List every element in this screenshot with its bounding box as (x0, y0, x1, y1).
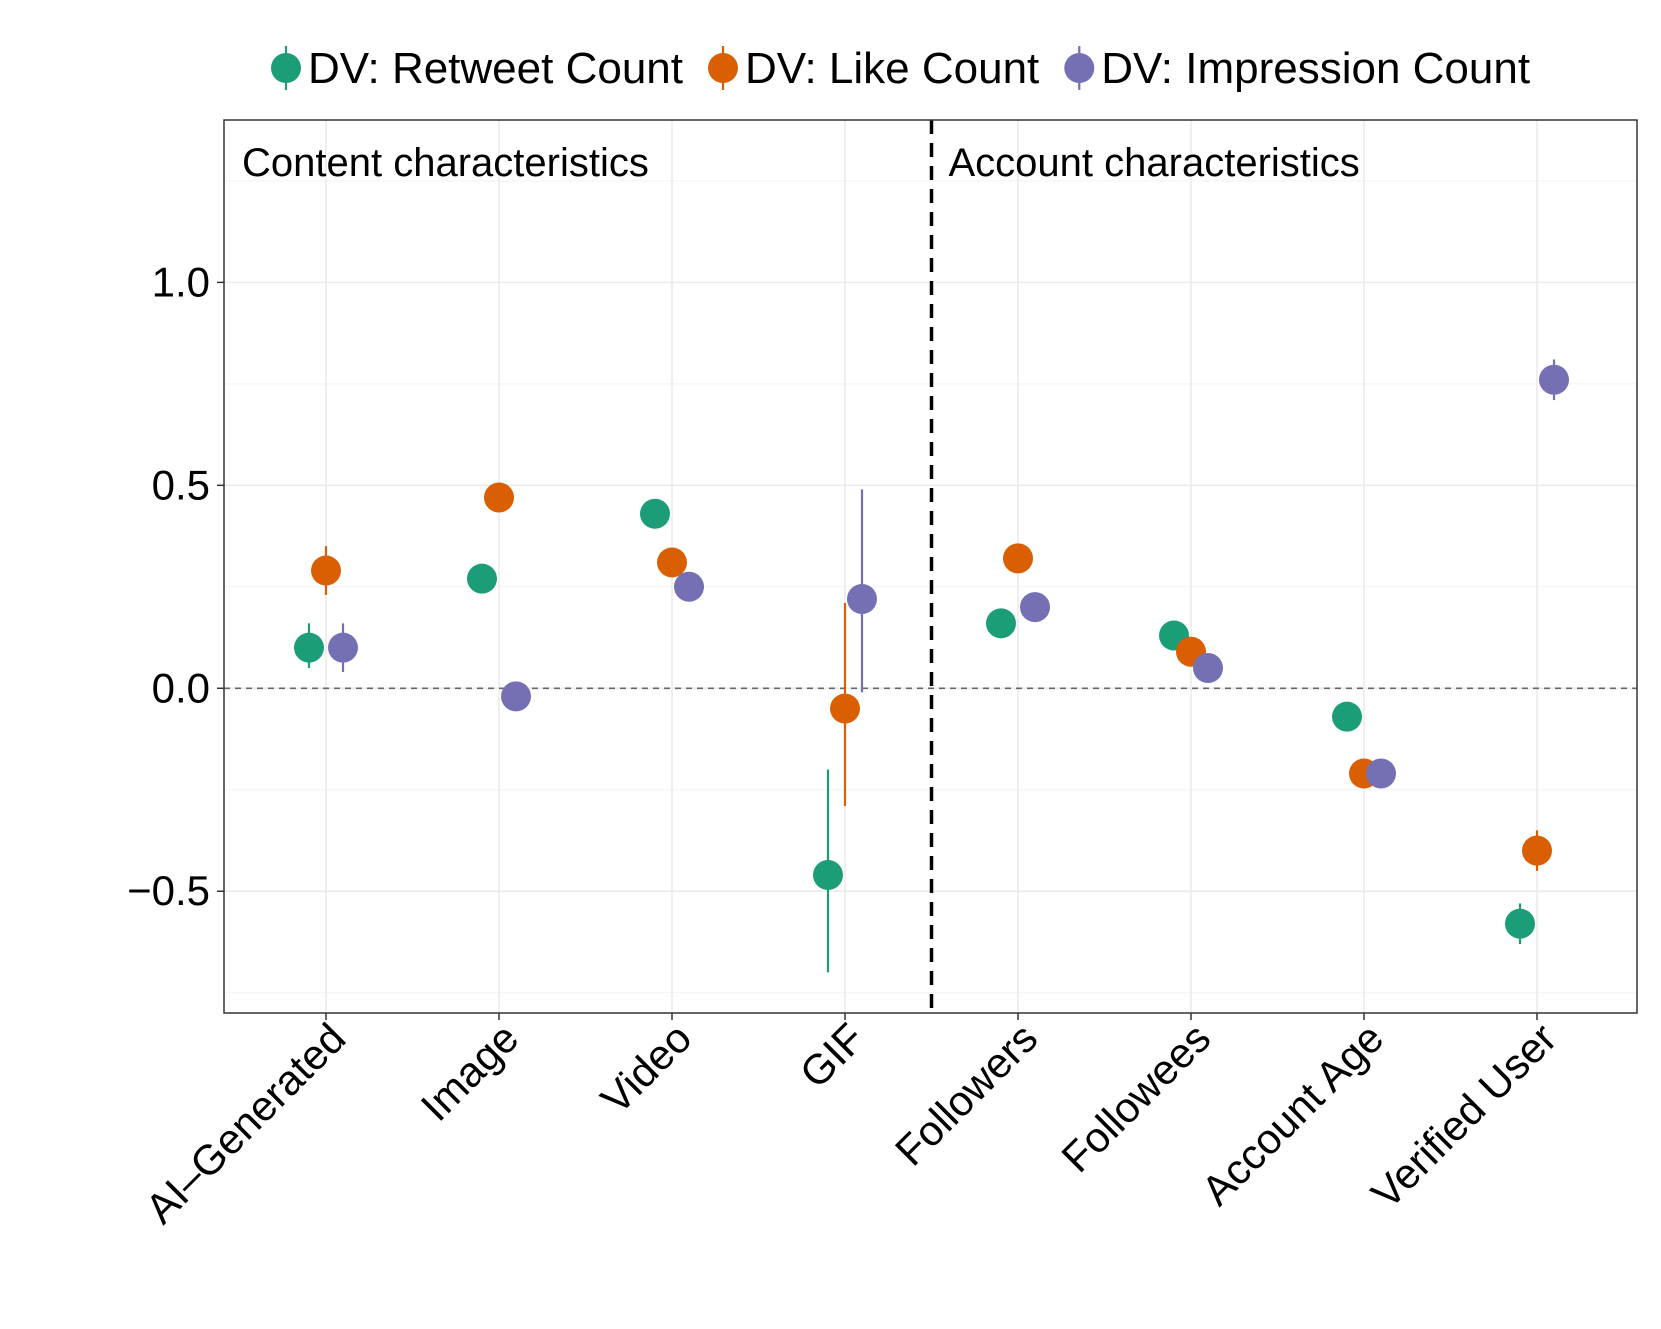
point-dv-like-count-gif (830, 693, 860, 724)
point-dv-impression-count-followees (1193, 652, 1223, 683)
x-tick-label-gif: GIF (791, 1014, 874, 1097)
point-dv-impression-count-followers (1020, 592, 1050, 623)
point-dv-like-count-followers (1003, 543, 1033, 574)
point-dv-retweet-count-ai-generated (294, 632, 324, 663)
y-tick-label: 0.0 (152, 664, 210, 711)
point-dv-impression-count-account-age (1366, 758, 1396, 789)
point-dv-impression-count-image (501, 681, 531, 712)
x-axis: AI–Generated Image Video GIF Followers Follow… (136, 1013, 1565, 1232)
x-tick-label-video: Video (592, 1014, 701, 1123)
point-dv-like-count-image (484, 482, 514, 513)
x-tick-label-ai-generated: AI–Generated (136, 1014, 354, 1232)
point-dv-like-count-video (657, 547, 687, 578)
legend-key-point (271, 53, 301, 83)
x-tick-label-verified-user: Verified User (1362, 1014, 1565, 1217)
point-dv-retweet-count-followers (986, 608, 1016, 639)
legend-label: DV: Like Count (745, 44, 1039, 93)
data-marks (294, 359, 1569, 973)
point-dv-retweet-count-video (640, 498, 670, 529)
y-axis: −0.5 0.0 0.5 1.0 (127, 258, 224, 914)
legend: DV: Retweet Count DV: Like Count DV: Impre… (271, 44, 1530, 93)
x-tick-label-followees: Followees (1052, 1014, 1219, 1181)
legend-label: DV: Retweet Count (308, 44, 683, 93)
series-dv-impression-count (328, 359, 1569, 789)
content-characteristics-label: Content characteristics (242, 141, 649, 185)
legend-item-dv-retweet-count: DV: Retweet Count (271, 44, 683, 93)
point-dv-impression-count-verified-user (1539, 364, 1569, 395)
point-dv-impression-count-ai-generated (328, 632, 358, 663)
point-dv-retweet-count-account-age (1332, 701, 1362, 732)
legend-item-dv-impression-count: DV: Impression Count (1064, 44, 1530, 93)
legend-label: DV: Impression Count (1101, 44, 1530, 93)
point-dv-retweet-count-image (467, 563, 497, 594)
plot-panel-border (223, 119, 1638, 1014)
y-tick-label: 0.5 (152, 461, 210, 508)
point-dv-like-count-ai-generated (311, 555, 341, 586)
point-dv-retweet-count-verified-user (1505, 908, 1535, 939)
y-tick-label: 1.0 (152, 258, 210, 305)
legend-item-dv-like-count: DV: Like Count (707, 44, 1039, 93)
x-tick-label-followers: Followers (886, 1014, 1046, 1174)
point-dv-impression-count-video (674, 571, 704, 602)
y-tick-label: −0.5 (127, 867, 210, 914)
legend-key-point (707, 53, 738, 83)
account-characteristics-label: Account characteristics (949, 141, 1360, 185)
point-dv-impression-count-gif (847, 583, 877, 614)
legend-key-point (1064, 53, 1095, 83)
x-tick-label-image: Image (412, 1014, 528, 1130)
point-dv-like-count-verified-user (1522, 835, 1552, 866)
point-dv-retweet-count-gif (813, 859, 843, 890)
